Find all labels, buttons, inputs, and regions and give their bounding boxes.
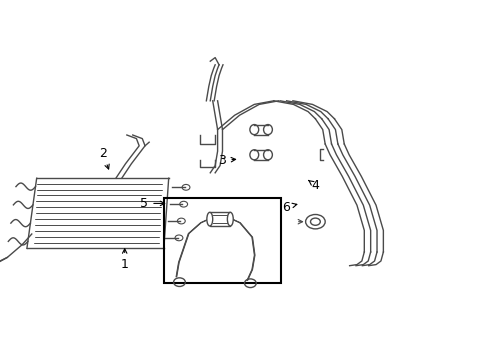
Text: 6: 6	[282, 201, 296, 213]
Ellipse shape	[227, 212, 233, 226]
Text: 2: 2	[99, 147, 109, 169]
Text: 3: 3	[218, 154, 235, 167]
Bar	[163, 198, 281, 283]
Bar	[209, 212, 230, 226]
Text: 5: 5	[140, 197, 164, 210]
Text: 4: 4	[308, 179, 319, 192]
Ellipse shape	[206, 212, 212, 226]
Text: 1: 1	[121, 249, 128, 271]
